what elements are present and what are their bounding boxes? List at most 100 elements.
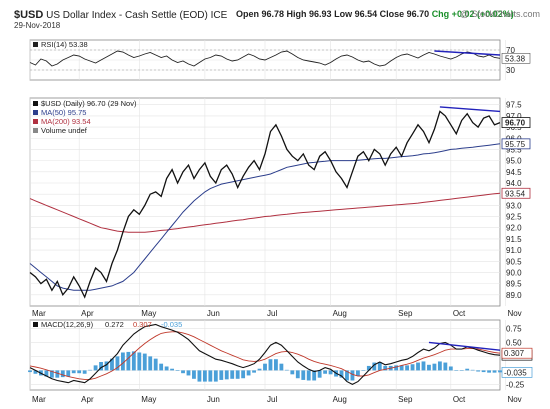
- macd-histogram-bar: [355, 370, 360, 376]
- macd-histogram-bar: [284, 369, 289, 371]
- macd-histogram-bar: [99, 362, 103, 371]
- y-tick-label: 95.5: [506, 145, 522, 154]
- macd-histogram-bar: [66, 370, 71, 377]
- x-tick-label: Jul: [267, 395, 277, 404]
- price-last-value: 95.75: [505, 140, 526, 149]
- macd-histogram-bar: [33, 370, 38, 374]
- macd-histogram-bar: [328, 370, 333, 375]
- y-tick-label: 91.0: [506, 246, 522, 255]
- price-line: [29, 110, 501, 299]
- macd-histogram-bar: [208, 370, 213, 382]
- macd-histogram-bar: [131, 351, 136, 371]
- macd-histogram-bar: [383, 365, 388, 371]
- brand-logo[interactable]: @ StockCharts.com: [459, 9, 540, 19]
- macd-histogram-bar: [366, 365, 371, 371]
- macd-histogram-bar: [301, 370, 306, 380]
- macd-histogram-bar: [120, 352, 125, 371]
- macd-histogram-bar: [268, 359, 273, 371]
- y-tick-label: 97.0: [506, 112, 522, 121]
- macd-histogram-bar: [476, 370, 481, 372]
- y-tick-label: 0.75: [506, 324, 522, 333]
- macd-histogram-bar: [279, 363, 284, 371]
- y-tick-label: 30: [506, 66, 515, 75]
- macd-histogram-bar: [454, 370, 459, 371]
- macd-histogram-bar: [257, 368, 262, 371]
- macd-histogram-bar: [405, 365, 410, 371]
- y-tick-label: 94.5: [506, 168, 522, 177]
- macd-signal-line: [29, 331, 501, 380]
- macd-histogram-bar: [448, 366, 453, 371]
- macd-histogram-bar: [421, 361, 426, 371]
- macd-histogram-bar: [339, 370, 344, 378]
- macd-histogram-bar: [274, 359, 278, 371]
- legend-swatch: [33, 119, 38, 124]
- macd-histogram-bar: [219, 370, 224, 380]
- macd-histogram-bar: [148, 356, 153, 371]
- macd-histogram-bar: [498, 370, 502, 373]
- macd-histogram-bar: [71, 370, 76, 374]
- price-last-tag: [501, 187, 531, 199]
- macd-histogram-bar: [306, 370, 311, 381]
- macd-histogram-bar: [416, 362, 420, 371]
- y-tick-label: 92.5: [506, 213, 522, 222]
- macd-legend-entry: 0.307: [133, 320, 152, 329]
- macd-histogram-bar: [82, 370, 87, 374]
- macd-line: [29, 323, 501, 386]
- macd-histogram-bar: [170, 368, 175, 371]
- macd-histogram-bar: [153, 358, 158, 371]
- macd-histogram-bar: [181, 370, 185, 374]
- macd-histogram-bar: [115, 356, 120, 371]
- x-tick-label: Jun: [207, 395, 220, 404]
- y-tick-label: 90.0: [506, 268, 522, 277]
- chart-date: 29-Nov-2018: [14, 21, 61, 30]
- y-tick-label: 93.0: [506, 201, 522, 210]
- x-tick-label: Mar: [32, 309, 46, 318]
- macd-histogram-bar: [487, 370, 491, 373]
- macd-histogram-bar: [492, 370, 497, 373]
- macd-histogram-bar: [459, 370, 464, 371]
- ma50-line: [29, 143, 501, 291]
- macd-histogram-bar: [213, 370, 218, 382]
- macd-histogram-bar: [470, 369, 475, 371]
- x-tick-label: Nov: [507, 395, 521, 404]
- y-tick-label: 91.5: [506, 235, 522, 244]
- macd-histogram-bar: [410, 364, 415, 371]
- x-tick-label: Mar: [32, 395, 46, 404]
- instrument-name: US Dollar Index - Cash Settle (EOD) ICE: [46, 10, 228, 21]
- macd-histogram-bar: [312, 370, 317, 381]
- y-tick-label: 90.5: [506, 257, 522, 266]
- x-tick-label: Nov: [507, 309, 521, 318]
- macd-histogram-bar: [465, 368, 470, 371]
- macd-histogram-bar: [481, 370, 486, 373]
- macd-legend-entry: MACD(12,26,9): [41, 320, 94, 329]
- macd-histogram-bar: [142, 353, 147, 371]
- macd-last-tag: [501, 367, 533, 378]
- legend-swatch: [33, 101, 38, 106]
- macd-legend-entry: 0.272: [105, 320, 124, 329]
- macd-histogram-bar: [246, 370, 251, 376]
- x-tick-label: Oct: [453, 395, 466, 404]
- price-trendline: [439, 106, 501, 113]
- macd-histogram-bar: [164, 366, 169, 371]
- macd-trendline: [428, 341, 501, 351]
- y-tick-label: 92.0: [506, 224, 522, 233]
- macd-histogram-bar: [394, 365, 399, 371]
- macd-histogram-bar: [175, 370, 180, 371]
- x-tick-label: Apr: [81, 309, 94, 318]
- rsi-line: [29, 50, 501, 67]
- price-legend-entry: Volume undef: [41, 126, 88, 135]
- close-value: Close 96.70: [379, 9, 430, 19]
- legend-swatch: [33, 322, 38, 327]
- rsi-last-value: 53.38: [505, 54, 526, 63]
- x-tick-label: Jul: [267, 309, 277, 318]
- chart-title: $USD US Dollar Index - Cash Settle (EOD)…: [14, 9, 227, 21]
- x-tick-label: Aug: [333, 309, 347, 318]
- macd-histogram-bar: [350, 370, 355, 381]
- y-tick-label: 95.0: [506, 157, 522, 166]
- x-tick-label: Sep: [398, 309, 413, 318]
- macd-histogram-bar: [126, 351, 131, 371]
- macd-histogram-bar: [437, 361, 442, 371]
- macd-histogram-bar: [263, 363, 267, 371]
- macd-histogram-bar: [345, 370, 349, 381]
